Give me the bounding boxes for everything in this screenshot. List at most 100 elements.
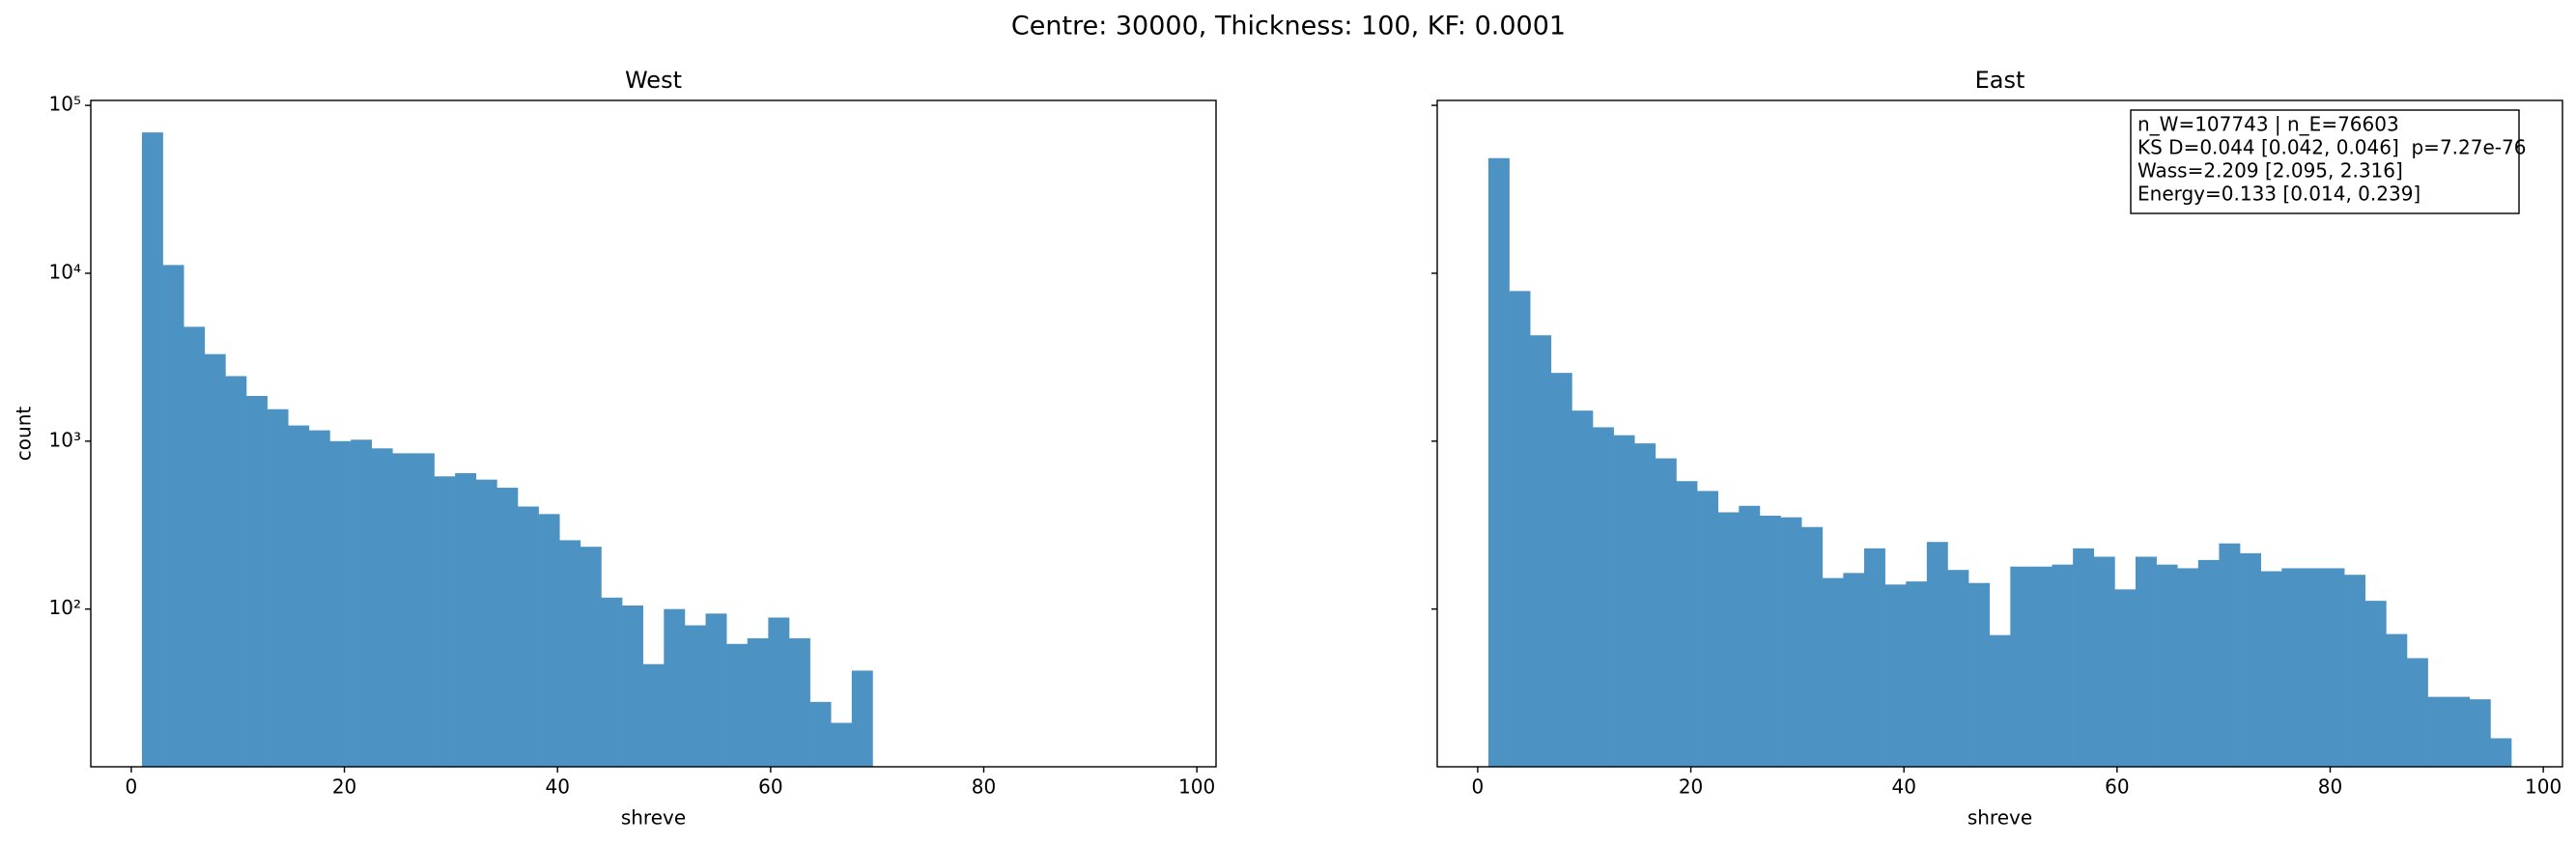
y-axis-label: count (13, 407, 36, 462)
bar (2323, 568, 2345, 767)
bar (622, 606, 643, 767)
bar (2219, 543, 2241, 767)
x-tick-label: 60 (758, 775, 782, 799)
x-tick-label: 0 (1472, 775, 1485, 799)
bar (664, 608, 686, 767)
bar (1864, 548, 1885, 767)
bar (2073, 548, 2095, 767)
x-axis-label: shreve (621, 806, 686, 830)
bar (1906, 581, 1928, 767)
annotation-line: n_W=107743 | n_E=76603 (2137, 113, 2399, 136)
bar (246, 395, 268, 767)
bar (351, 439, 373, 767)
bar (1989, 634, 2011, 767)
bar (642, 663, 665, 767)
bar (2177, 568, 2199, 767)
x-tick-label: 100 (2525, 775, 2562, 799)
bar (518, 506, 539, 767)
bar (2030, 566, 2052, 767)
bar (2010, 566, 2032, 767)
bar (204, 353, 226, 767)
y-tick-label: 10⁵ (49, 93, 81, 116)
bar (455, 472, 477, 767)
bar (831, 722, 853, 767)
bar (2281, 568, 2304, 767)
bar (601, 597, 623, 767)
bar (2449, 696, 2471, 767)
bar (726, 643, 749, 767)
bar (768, 617, 790, 767)
bar (2427, 696, 2449, 767)
bar (1822, 577, 1844, 767)
bar (559, 540, 581, 767)
bar (1634, 443, 1656, 767)
bar (2302, 568, 2324, 767)
bar (1884, 584, 1907, 767)
axes-frame (1436, 99, 2563, 768)
bar (2406, 658, 2428, 767)
annotation-line: Wass=2.209 [2.095, 2.316] (2137, 159, 2403, 183)
bar (392, 453, 414, 767)
bar (371, 448, 393, 767)
bar (2344, 575, 2366, 767)
annotation-box (2130, 109, 2520, 214)
bar (141, 132, 163, 767)
bar (162, 265, 184, 767)
bar (2052, 564, 2074, 767)
x-axis-label: shreve (1967, 806, 2032, 830)
annotation-line: KS D=0.044 [0.042, 0.046] p=7.27e-76 (2137, 136, 2526, 159)
bar (1655, 458, 1677, 767)
bar (1759, 515, 1781, 767)
bar (2386, 634, 2408, 767)
axes-title: West (625, 67, 682, 94)
bar (496, 488, 519, 767)
bar (1509, 291, 1531, 767)
bar (2364, 601, 2387, 767)
bar (2156, 564, 2178, 767)
x-tick-label: 20 (1679, 775, 1703, 799)
bar (684, 625, 706, 767)
bar (2135, 556, 2157, 767)
bar (2490, 738, 2512, 767)
bar (2240, 552, 2261, 767)
bar (1697, 491, 1719, 767)
bar (809, 701, 832, 767)
bar (2093, 556, 2115, 767)
x-tick-label: 60 (2105, 775, 2129, 799)
bar (1571, 410, 1594, 767)
bar (1593, 427, 1614, 767)
axes-title: East (1975, 67, 2025, 94)
bar (475, 479, 497, 767)
bar (1801, 526, 1824, 767)
bar (1780, 517, 1802, 767)
bar (1717, 512, 1740, 767)
bar (2197, 559, 2220, 767)
bar (1613, 435, 1635, 767)
x-tick-label: 0 (126, 775, 138, 799)
bar (1739, 505, 1761, 767)
bar (1843, 573, 1865, 767)
bar (788, 637, 810, 767)
bar (308, 430, 330, 767)
bar (2260, 571, 2282, 767)
bar (538, 514, 560, 767)
bar (1968, 582, 1990, 767)
x-tick-label: 80 (972, 775, 996, 799)
bar (329, 440, 352, 767)
y-tick-label: 10³ (49, 428, 81, 451)
x-tick-label: 40 (545, 775, 569, 799)
annotation-line: Energy=0.133 [0.014, 0.239] (2137, 183, 2420, 206)
bar (747, 637, 769, 767)
bar (434, 476, 456, 767)
bar (412, 453, 435, 767)
bar (2469, 699, 2491, 767)
x-tick-label: 40 (1891, 775, 1915, 799)
y-tick-label: 10² (49, 596, 81, 619)
bar (1926, 542, 1948, 767)
bar (851, 670, 873, 767)
bar (1530, 335, 1552, 767)
x-tick-label: 20 (332, 775, 356, 799)
bar (225, 376, 247, 767)
